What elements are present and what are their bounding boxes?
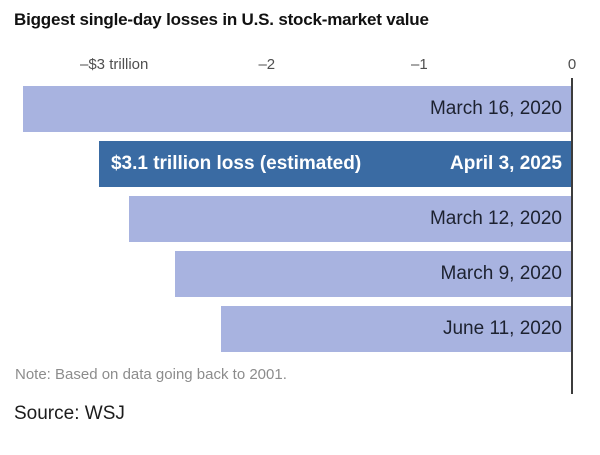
bar-highlighted: $3.1 trillion loss (estimated) April 3, 2… [98,141,572,187]
bars-container: March 16, 2020 $3.1 trillion loss (estima… [15,86,572,352]
bar-row: March 16, 2020 [15,86,572,132]
axis-tick-label: 0 [567,56,577,73]
bar-date-label: March 9, 2020 [440,263,562,284]
bar-row: $3.1 trillion loss (estimated) April 3, 2… [15,141,572,187]
zero-axis-line [571,78,573,394]
axis-tick-label: –2 [258,56,276,73]
bar: March 16, 2020 [22,86,572,132]
source-label: Source: WSJ [14,403,125,424]
bar-row: June 11, 2020 [15,306,572,352]
bar-row: March 9, 2020 [15,251,572,297]
note-row: Note: Based on data going back to 2001. [15,352,572,394]
bar: June 11, 2020 [221,306,572,352]
bar-date-label: March 12, 2020 [429,208,562,229]
highlight-annotation: $3.1 trillion loss (estimated) [110,153,362,174]
bar-date-label: April 3, 2025 [450,153,562,174]
chart-title: Biggest single-day losses in U.S. stock-… [14,10,429,29]
bar-date-label: March 16, 2020 [429,98,562,119]
chart-area: –$3 trillion –2 –1 0 March 16, 2020 $3.1 tri… [15,52,576,394]
axis-tick-label: –1 [411,56,428,73]
chart-note: Note: Based on data going back to 2001. [15,366,287,383]
bar: March 12, 2020 [129,196,572,242]
axis-tick-label: –$3 trillion [80,56,149,73]
bar: March 9, 2020 [175,251,572,297]
plot-area: March 16, 2020 $3.1 trillion loss (estima… [15,78,573,394]
bar-row: March 12, 2020 [15,196,572,242]
bar-date-label: June 11, 2020 [442,318,562,339]
axis-row: –$3 trillion –2 –1 0 [15,52,576,78]
